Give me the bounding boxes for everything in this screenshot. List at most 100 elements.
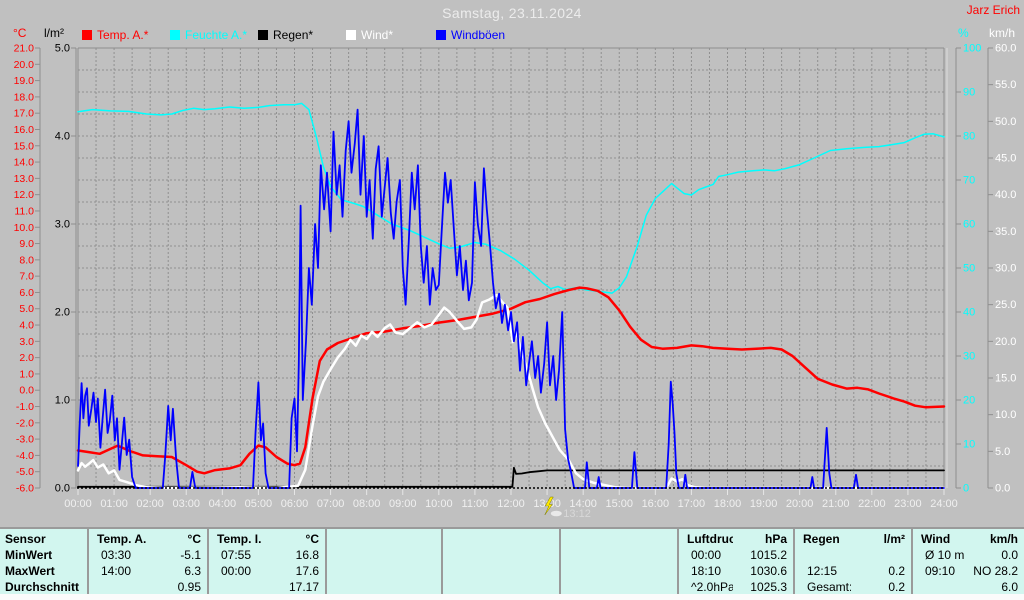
y-tick-label: 10.0 — [995, 409, 1016, 421]
x-tick-label: 12:00 — [497, 498, 525, 510]
table-cell-value: 1025.3 — [750, 580, 787, 594]
table-row: 00:00 17.6 — [209, 563, 325, 579]
table-cell-time — [209, 579, 265, 595]
x-tick-label: 07:00 — [317, 498, 345, 510]
wind-axis-unit: km/h — [989, 26, 1016, 40]
table-row — [443, 563, 559, 579]
page-title: Samstag, 23.11.2024 — [442, 5, 582, 21]
y-tick-label: 17.0 — [14, 108, 35, 120]
table-cell-time: 14:00 — [101, 564, 132, 578]
y-tick-label: 14.0 — [14, 157, 35, 169]
legend-label: Windböen — [451, 28, 506, 42]
table-cell-value — [499, 547, 559, 563]
table-row-labels: Sensor MinWert MaxWert Durchschnitt — [0, 529, 87, 600]
series-feuchtea — [77, 102, 945, 294]
y-tick-label: 90 — [963, 87, 975, 99]
y-tick-label: 1.0 — [55, 395, 70, 407]
x-tick-label: 19:00 — [750, 498, 778, 510]
x-tick-label: 11:00 — [462, 498, 489, 510]
x-tick-label: 01:00 — [100, 498, 128, 510]
y-tick-label: 60.0 — [995, 43, 1016, 55]
legend-item-tempa: Temp. A.* — [82, 28, 148, 42]
table-cell-value — [381, 547, 441, 563]
table-cell-time — [443, 563, 499, 579]
table-cell-value: 6.3 — [184, 564, 201, 578]
table-row: 17.17 — [209, 579, 325, 595]
legend-swatch-icon — [436, 30, 446, 40]
table-cell-value: -5.1 — [180, 548, 201, 562]
y-tick-label: 20.0 — [995, 336, 1016, 348]
legend-swatch-icon — [346, 30, 356, 40]
table-section-header: Temp. A. °C — [89, 531, 207, 547]
y-tick-label: 12.0 — [14, 189, 35, 201]
legend-label: Wind* — [361, 28, 394, 42]
table-cell-value — [617, 579, 677, 595]
table-cell-time — [89, 579, 147, 595]
series-wind — [76, 293, 946, 490]
table-section-header — [561, 531, 677, 547]
table-row — [327, 579, 441, 595]
table-section-luftdruck: LuftdruckhPa00:001015.218:101030.6^2.0hP… — [677, 529, 793, 600]
x-tick-label: 21:00 — [822, 498, 850, 510]
table-row: 0.95 — [89, 579, 207, 595]
marker-time-label: 13:12 — [563, 508, 591, 520]
chart-gridlines — [78, 48, 944, 488]
table-section-title — [443, 531, 499, 547]
legend-label: Temp. A.* — [97, 28, 149, 42]
table-section-header: Luftdruck hPa — [679, 531, 793, 547]
table-row — [561, 579, 677, 595]
table-row — [561, 547, 677, 563]
table-cell-value: 1030.6 — [750, 564, 787, 578]
x-tick-label: 20:00 — [786, 498, 814, 510]
y-axis-temp_c: 21.0 20.0 19.0 18.0 17.0 16.0 15.0 14.0 13.0 12.0… — [14, 43, 41, 495]
table-cell-time — [913, 579, 964, 595]
table-cell-time: Ø 10 min. — [925, 548, 964, 562]
x-tick-label: 23:00 — [894, 498, 922, 510]
x-tick-label: 18:00 — [714, 498, 742, 510]
y-tick-label: 0.0 — [19, 385, 34, 397]
table-cell-time — [561, 579, 617, 595]
table-row: Gesamt: 0.2 — [795, 579, 911, 595]
table-row — [795, 547, 911, 563]
table-cell-value: 17.17 — [288, 580, 319, 594]
table-cell-time — [327, 563, 381, 579]
y-tick-label: -2.0 — [16, 417, 34, 429]
x-tick-label: 17:00 — [678, 498, 706, 510]
x-tick-label: 03:00 — [172, 498, 200, 510]
table-section-header: Wind km/h — [913, 531, 1024, 547]
y-tick-label: 5.0 — [19, 303, 34, 315]
y-tick-label: 0 — [963, 483, 969, 495]
y-tick-label: -3.0 — [16, 434, 34, 446]
table-cell-time — [443, 579, 499, 595]
temp-axis-unit: °C — [13, 26, 27, 40]
sunset-time-marker: 13:12 — [544, 496, 591, 520]
y-tick-label: 30 — [963, 351, 975, 363]
table-section-title: Regen — [803, 532, 840, 546]
table-row — [443, 547, 559, 563]
table-cell-value: NO 28.2 — [973, 564, 1018, 578]
x-tick-label: 02:00 — [136, 498, 164, 510]
series-windben — [77, 108, 945, 489]
table-row — [561, 563, 677, 579]
table-cell-value: 0.2 — [888, 580, 905, 594]
table-section-title — [561, 531, 617, 547]
table-cell-time: 03:30 — [101, 548, 132, 562]
table-section-title: Temp. A. — [97, 532, 147, 546]
table-section-tempa: Temp. A. °C 03:30 -5.1 14:00 6.3 0.95 — [87, 529, 207, 600]
table-cell-time: Gesamt: — [807, 580, 851, 594]
legend-label: Feuchte A.* — [185, 28, 248, 42]
y-tick-label: 55.0 — [995, 79, 1016, 91]
y-tick-label: 80 — [963, 131, 975, 143]
table-row: 12:15 0.2 — [795, 563, 911, 579]
table-section-header: Regen l/m² — [795, 531, 911, 547]
y-tick-label: 4.0 — [19, 320, 34, 332]
table-cell-value: 1015.2 — [750, 548, 787, 562]
legend-swatch-icon — [258, 30, 268, 40]
table-section-title: Wind — [921, 532, 951, 546]
y-tick-label: -5.0 — [16, 466, 34, 478]
table-row: 18:10 1030.6 — [679, 563, 793, 579]
table-row: 07:55 16.8 — [209, 547, 325, 563]
sensor-summary-table: Sensor MinWert MaxWert Durchschnitt Temp. A.… — [0, 527, 1024, 600]
table-cell-time — [327, 579, 381, 595]
